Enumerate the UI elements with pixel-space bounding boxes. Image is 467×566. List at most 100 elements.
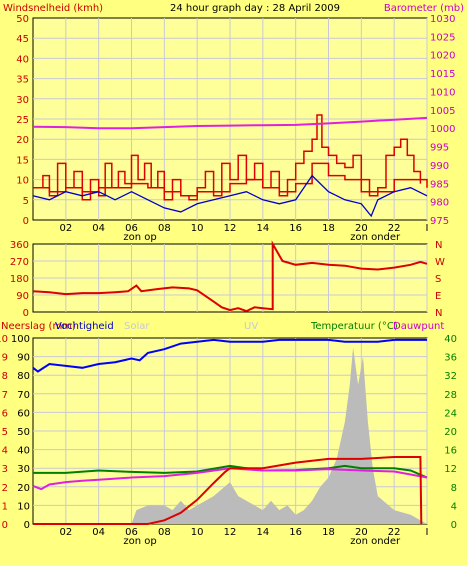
rain-tick-label: 10 (0, 334, 8, 345)
barometer-tick-label: 1015 (430, 69, 455, 80)
barometer-tick-label: 1030 (430, 14, 455, 25)
x-tick-label: 22 (388, 527, 401, 538)
wind-tick-label: 30 (16, 95, 29, 106)
temperature-tick-label: 16 (444, 446, 457, 457)
wind-average-series (33, 162, 428, 197)
panels-layer: 0510152025303540455097598098599099510001… (0, 14, 457, 547)
temperature-axis-title: Temperatuur (°C) (310, 321, 398, 332)
wind-tick-label: 50 (16, 14, 29, 25)
x-tick-label: 12 (224, 223, 237, 234)
x-tick-label: 08 (158, 527, 171, 538)
wind-tick-label: 45 (16, 34, 29, 45)
humidity-tick-label: 90 (17, 353, 30, 364)
humidity-tick-label: 30 (17, 464, 30, 475)
x-tick-label: 14 (256, 223, 269, 234)
sunrise-label: zon op (123, 232, 156, 243)
wind-tick-label: 40 (16, 54, 29, 65)
wind-tick-label: 35 (16, 75, 29, 86)
x-tick-label: 10 (191, 223, 204, 234)
rain-series (33, 456, 423, 525)
direction-tick-label: 360 (10, 240, 29, 251)
barometer-axis-title: Barometer (mb) (384, 3, 464, 14)
x-tick-label: 04 (92, 223, 105, 234)
solar-label: Solar (124, 321, 150, 332)
humidity-tick-label: 70 (17, 390, 30, 401)
wind-tick-label: 5 (23, 196, 29, 207)
x-tick-label: 14 (256, 527, 269, 538)
dewpoint-axis-title: Dauwpunt (393, 321, 444, 332)
temperature-tick-label: 12 (444, 464, 457, 475)
x-tick-label: 20 (355, 527, 368, 538)
x-tick-label: 04 (92, 527, 105, 538)
humidity-tick-label: 10 (17, 501, 30, 512)
rain-tick-label: 4 (2, 446, 8, 457)
compass-label: E (435, 291, 441, 302)
temperature-tick-label: 32 (444, 371, 457, 382)
x-tick-label: 10 (191, 527, 204, 538)
x-tick-label: 08 (158, 223, 171, 234)
barometer-tick-label: 975 (430, 216, 449, 227)
temperature-tick-label: 20 (444, 427, 457, 438)
humidity-tick-label: 100 (11, 334, 30, 345)
humidity-tick-label: 40 (17, 446, 30, 457)
compass-label: S (435, 274, 441, 285)
dewpoint-series (32, 467, 428, 491)
direction-tick-label: 180 (10, 274, 29, 285)
compass-label: W (435, 257, 445, 268)
wind-gust-series (33, 114, 422, 201)
temperature-tick-label: 4 (451, 501, 457, 512)
x-tick-label: 16 (289, 223, 302, 234)
wind-low-series (32, 174, 428, 218)
barometer-tick-label: 995 (430, 143, 449, 154)
x-tick-label: I (426, 223, 429, 234)
wind-tick-label: 25 (16, 115, 29, 126)
humidity-tick-label: 60 (17, 408, 30, 419)
rain-axis-title: Neerslag (mm) (1, 321, 76, 332)
x-tick-label: 18 (322, 527, 335, 538)
barometer-tick-label: 1020 (430, 51, 455, 62)
wind-direction-series (32, 240, 428, 313)
barometer-tick-label: 1000 (430, 124, 455, 135)
humidity-series (32, 338, 427, 373)
wind-tick-label: 20 (16, 135, 29, 146)
rain-tick-label: 2 (2, 483, 8, 494)
wind-tick-label: 15 (16, 155, 29, 166)
sunset-label: zon onder (350, 536, 401, 547)
rain-tick-label: 9 (2, 353, 8, 364)
solar-area-series (33, 347, 427, 524)
rain-tick-label: 7 (2, 390, 8, 401)
direction-tick-label: 270 (10, 257, 29, 268)
barometer-tick-label: 980 (430, 198, 449, 209)
chart-title: 24 hour graph day : 28 April 2009 (170, 3, 340, 14)
sunset-label: zon onder (350, 232, 401, 243)
temperature-tick-label: 28 (444, 390, 457, 401)
x-tick-label: 06 (125, 223, 138, 234)
direction-tick-label: 0 (23, 308, 29, 319)
x-tick-label: 12 (224, 527, 237, 538)
direction-tick-label: 90 (16, 291, 29, 302)
x-tick-label: 18 (322, 223, 335, 234)
x-tick-label: 06 (125, 527, 138, 538)
wind-axis-title: Windsnelheid (kmh) (3, 3, 103, 14)
humidity-tick-label: 0 (24, 520, 30, 531)
rain-tick-label: 8 (2, 371, 8, 382)
uv-label: UV (244, 321, 258, 332)
x-tick-label: 02 (59, 223, 72, 234)
wind-tick-label: 0 (23, 216, 29, 227)
temperature-tick-label: 8 (451, 483, 457, 494)
rain-tick-label: 1 (2, 501, 8, 512)
compass-label: N (435, 308, 442, 319)
rain-tick-label: 6 (2, 408, 8, 419)
humidity-tick-label: 80 (17, 371, 30, 382)
x-tick-label: 22 (388, 223, 401, 234)
sunrise-label: zon op (123, 536, 156, 547)
compass-label: N (435, 240, 442, 251)
barometer-series (32, 116, 428, 130)
barometer-tick-label: 1005 (430, 106, 455, 117)
temperature-tick-label: 0 (451, 520, 457, 531)
temperature-tick-label: 24 (444, 408, 457, 419)
barometer-tick-label: 985 (430, 179, 449, 190)
humidity-tick-label: 50 (17, 427, 30, 438)
